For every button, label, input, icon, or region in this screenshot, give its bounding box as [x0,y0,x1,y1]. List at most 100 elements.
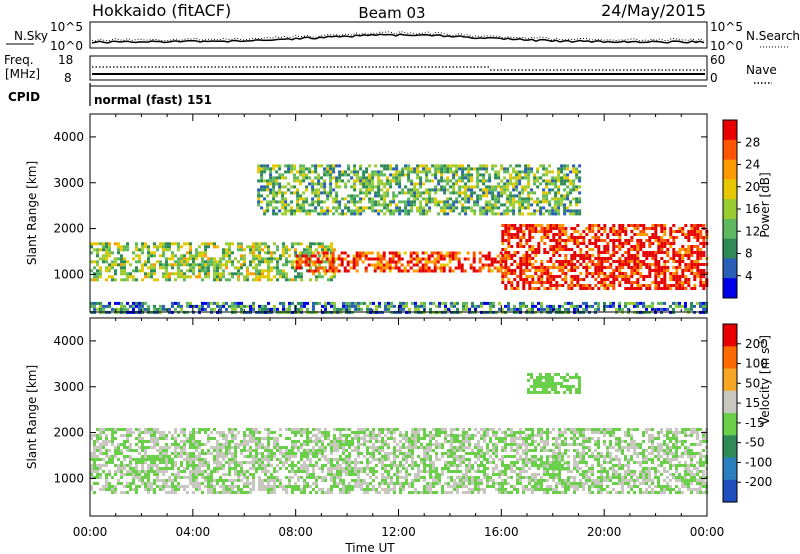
power-echo-cell-2 [633,224,637,227]
power-echo-cell-0 [258,254,261,258]
power-echo-cell-3 [560,176,564,180]
power-echo-cell-3 [317,200,321,204]
power-echo-cell-4 [177,304,180,308]
vel-echo-cell-0 [153,431,156,434]
power-echo-cell-2 [618,281,622,284]
power-echo-cell-4 [675,301,678,305]
power-echo-cell-4 [522,301,525,305]
power-echo-cell-2 [678,287,682,290]
power-echo-cell-2 [645,287,649,290]
vel-echo-cell-0 [246,455,249,458]
power-echo-cell-4 [219,304,222,308]
vel-echo-cell-0 [174,464,177,467]
power-echo-cell-2 [522,224,526,227]
power-echo-cell-3 [395,194,399,198]
vel-echo-cell-0 [219,452,222,455]
power-echo-cell-2 [552,263,556,266]
power-echo-cell-2 [588,284,592,287]
power-echo-cell-0 [255,242,258,246]
vel-echo-cell-0 [258,437,261,440]
vel-echo-cell-0 [213,437,216,440]
power-echo-cell-3 [542,173,546,177]
power-echo-cell-3 [494,173,498,177]
power-echo-cell-3 [458,185,462,189]
power-echo-cell-3 [461,179,465,183]
vel-echo-cell-0 [333,479,336,482]
power-echo-cell-4 [573,304,576,308]
power-echo-cell-3 [257,164,261,168]
noise-right-tick-bottom: 10^0 [710,39,743,53]
power-echo-cell-3 [362,182,366,186]
power-echo-cell-3 [428,209,432,213]
power-echo-cell-3 [509,197,513,201]
power-echo-cell-0 [228,254,231,258]
power-echo-cell-2 [555,284,559,287]
vel-echo-cell-0 [153,461,156,464]
vel-echo-cell-0 [141,449,144,452]
power-echo-cell-3 [470,197,474,201]
vel-echo-cell-0 [168,479,171,482]
vel-echo-cell-0 [294,473,297,476]
power-echo-cell-0 [108,266,111,270]
power-echo-cell-0 [216,266,219,270]
vel-echo-cell-0 [243,476,246,479]
power-echo-cell-4 [345,304,348,308]
power-echo-cell-3 [491,185,495,189]
power-echo-cell-2 [609,227,613,230]
power-echo-cell-0 [246,272,249,276]
power-echo-cell-0 [219,266,222,270]
vel-echo-cell-0 [360,461,363,464]
vel-echo-cell-0 [186,455,189,458]
power-echo-cell-4 [414,304,417,308]
power-echo-cell-3 [311,188,315,192]
power-echo-cell-3 [314,182,318,186]
power-echo-cell-4 [342,301,345,305]
power-echo-cell-0 [267,251,270,255]
power-echo-cell-0 [96,242,99,246]
power-echo-cell-2 [549,281,553,284]
power-echo-cell-3 [371,182,375,186]
power-echo-cell-2 [516,266,520,269]
vel-echo-cell-0 [288,455,291,458]
power-echo-cell-3 [293,212,297,216]
power-echo-cell-4 [231,301,234,305]
vel-echo-cell-0 [255,428,258,431]
power-echo-cell-2 [546,278,550,281]
power-colorbar-swatch-1 [723,139,737,161]
power-echo-cell-1 [457,266,461,270]
power-echo-cell-4 [549,304,552,308]
vel-echo-cell-0 [300,446,303,449]
power-echo-cell-0 [111,278,114,282]
power-echo-cell-0 [309,248,312,252]
power-echo-cell-2 [648,275,652,278]
vel-echo-cell-0 [99,458,102,461]
power-echo-cell-2 [552,266,556,269]
power-echo-cell-2 [507,224,511,227]
power-echo-cell-2 [597,287,601,290]
vel-echo-cell-0 [342,443,345,446]
power-echo-cell-4 [690,301,693,305]
power-echo-cell-3 [572,182,576,186]
power-echo-cell-2 [507,236,511,239]
vel-echo-cell-0 [366,464,369,467]
power-echo-cell-2 [651,251,655,254]
power-echo-cell-2 [669,257,673,260]
power-echo-cell-1 [427,254,431,258]
power-echo-cell-0 [108,263,111,267]
vel-echo-cell-0 [255,461,258,464]
vel-echo-cell-0 [324,428,327,431]
power-echo-cell-2 [525,251,529,254]
power-echo-cell-4 [618,301,621,305]
power-echo-cell-1 [424,260,428,264]
vel-echo-cell-0 [204,485,207,488]
vel-echo-cell-0 [147,470,150,473]
vel-echo-cell-0 [333,458,336,461]
vel-echo-cell-0 [351,473,354,476]
power-echo-cell-3 [407,203,411,207]
vel-echo-cell-0 [309,452,312,455]
power-echo-cell-0 [120,248,123,252]
power-echo-cell-3 [275,194,279,198]
power-echo-cell-0 [183,254,186,258]
power-echo-cell-0 [120,245,123,249]
